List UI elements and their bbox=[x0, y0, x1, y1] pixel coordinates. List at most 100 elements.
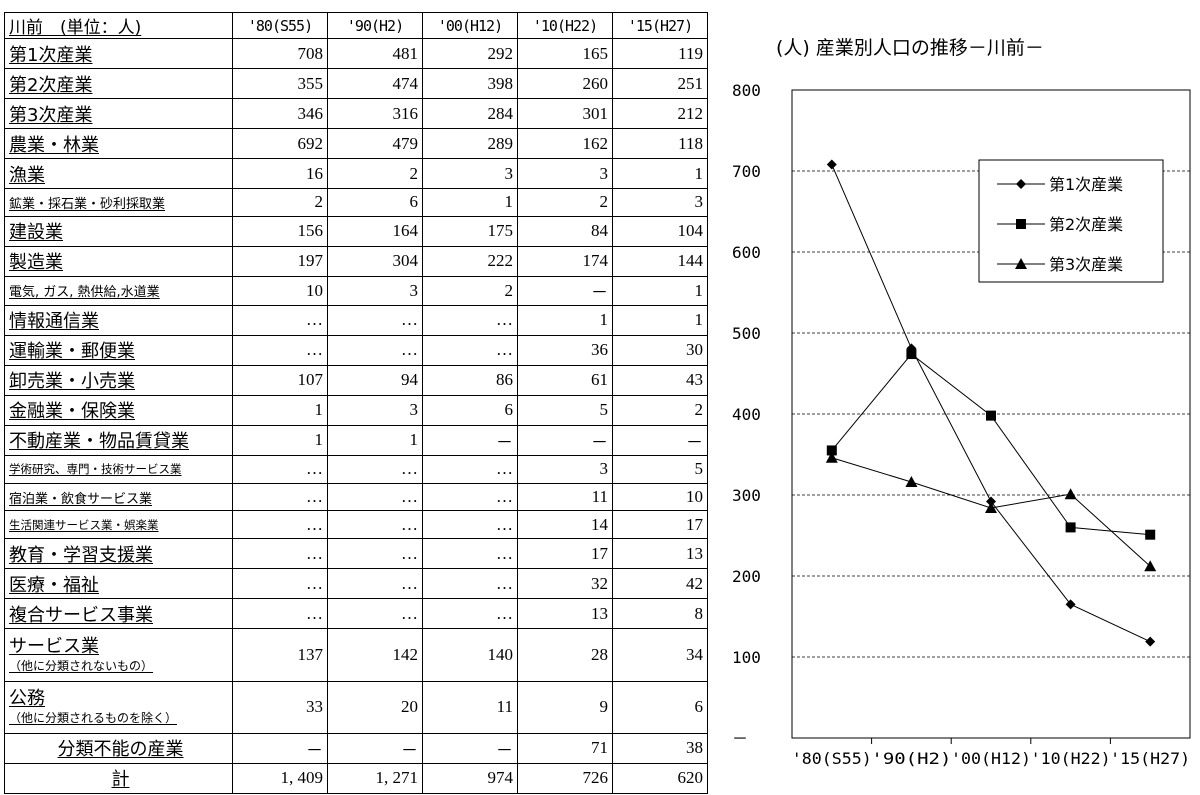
row-label: 第2次産業 bbox=[4, 68, 233, 100]
table-cell: 164 bbox=[327, 215, 423, 247]
table-cell: 1 bbox=[517, 304, 613, 336]
table-cell: … bbox=[232, 334, 328, 366]
table-row: 建設業 156 164 175 84 104 bbox=[4, 215, 708, 247]
table-cell: … bbox=[422, 334, 518, 366]
table-cell: 3 bbox=[327, 394, 423, 426]
year-header: '10(H22) bbox=[517, 12, 613, 39]
legend-marker bbox=[1015, 258, 1027, 269]
data-point bbox=[906, 349, 917, 360]
table-cell: 197 bbox=[232, 245, 328, 277]
year-header: '15(H27) bbox=[612, 12, 708, 39]
table-cell: 5 bbox=[612, 454, 708, 484]
data-point bbox=[1145, 529, 1156, 540]
row-label: 建設業 bbox=[4, 215, 233, 247]
table-cell: 251 bbox=[612, 68, 708, 100]
data-point bbox=[1065, 599, 1076, 610]
table-row: 宿泊業・飲食サービス業……… 11 10 bbox=[4, 482, 708, 512]
year-header: '00(H12) bbox=[422, 12, 518, 39]
table-cell: 692 bbox=[232, 128, 328, 160]
table-cell: 2 bbox=[517, 188, 613, 217]
table-cell: … bbox=[232, 538, 328, 570]
table-cell: 398 bbox=[422, 68, 518, 100]
row-label: 運輸業・郵便業 bbox=[4, 334, 233, 366]
table-cell: … bbox=[422, 598, 518, 630]
table-cell: 316 bbox=[327, 98, 423, 130]
table-cell: 222 bbox=[422, 245, 518, 277]
row-label: 学術研究、専門・技術サービス業 bbox=[4, 454, 233, 484]
table-cell: 1 bbox=[612, 158, 708, 190]
row-label: サービス業 （他に分類されないもの） bbox=[4, 628, 233, 682]
y-tick-label: 100 bbox=[732, 648, 761, 667]
row-label: 第3次産業 bbox=[4, 98, 233, 130]
table-cell: － bbox=[517, 424, 613, 456]
row-label: 計 bbox=[4, 762, 233, 795]
table-cell: … bbox=[327, 304, 423, 336]
table-cell: 11 bbox=[517, 482, 613, 512]
table-cell: 30 bbox=[612, 334, 708, 366]
row-label: 不動産業・物品賃貸業 bbox=[4, 424, 233, 456]
table-cell: 42 bbox=[612, 568, 708, 600]
table-cell: 726 bbox=[517, 762, 613, 795]
data-point bbox=[1064, 488, 1077, 500]
y-tick-label: 400 bbox=[732, 405, 761, 424]
table-cell: … bbox=[422, 454, 518, 484]
table-cell: － bbox=[232, 732, 328, 764]
table-cell: 289 bbox=[422, 128, 518, 160]
table-cell: 162 bbox=[517, 128, 613, 160]
legend-box bbox=[978, 159, 1164, 283]
table-cell: － bbox=[327, 732, 423, 764]
legend-marker bbox=[1016, 219, 1026, 229]
table-cell: 13 bbox=[517, 598, 613, 630]
row-label: 農業・林業 bbox=[4, 128, 233, 160]
row-label: 分類不能の産業 bbox=[4, 732, 233, 764]
table-row: 教育・学習支援業……… 17 13 bbox=[4, 538, 708, 570]
table-row: 鉱業・採石業・砂利採取業 2 6 1 2 3 bbox=[4, 188, 708, 217]
row-label: 金融業・保険業 bbox=[4, 394, 233, 426]
table-cell: 1, 409 bbox=[232, 762, 328, 795]
row-label: 製造業 bbox=[4, 245, 233, 277]
y-tick-label: 600 bbox=[732, 243, 761, 262]
table-cell: 974 bbox=[422, 762, 518, 795]
table-cell: … bbox=[327, 598, 423, 630]
table-cell: 1 bbox=[232, 394, 328, 426]
table-cell: 620 bbox=[612, 762, 708, 795]
table-cell: 140 bbox=[422, 628, 518, 682]
row-label: 卸売業・小売業 bbox=[4, 364, 233, 396]
table-row: 情報通信業……… 1 1 bbox=[4, 304, 708, 336]
table-cell: 20 bbox=[327, 680, 423, 734]
table-cell: 36 bbox=[517, 334, 613, 366]
table-cell: 474 bbox=[327, 68, 423, 100]
row-label: 教育・学習支援業 bbox=[4, 538, 233, 570]
row-label: 鉱業・採石業・砂利採取業 bbox=[4, 188, 233, 217]
table-cell: 61 bbox=[517, 364, 613, 396]
table-cell: 8 bbox=[612, 598, 708, 630]
table-row: 製造業 197 304 222 174 144 bbox=[4, 245, 708, 277]
table-cell: 481 bbox=[327, 37, 423, 70]
table-row: 卸売業・小売業 107 94 86 61 43 bbox=[4, 364, 708, 396]
table-cell: 165 bbox=[517, 37, 613, 70]
row-label: 第1次産業 bbox=[4, 37, 233, 70]
table-cell: 284 bbox=[422, 98, 518, 130]
table-cell: 355 bbox=[232, 68, 328, 100]
y-tick-label: － bbox=[732, 729, 748, 748]
table-row: 漁業 16 2 3 3 1 bbox=[4, 158, 708, 190]
year-header: '80(S55) bbox=[232, 12, 328, 39]
table-cell: 2 bbox=[232, 188, 328, 217]
x-tick-label: '00(H12) bbox=[951, 749, 1031, 768]
x-tick-label: '90(H2) bbox=[871, 749, 951, 768]
table-cell: 1 bbox=[612, 275, 708, 306]
row-label: 複合サービス事業 bbox=[4, 598, 233, 630]
table-cell: 5 bbox=[517, 394, 613, 426]
table-cell: 104 bbox=[612, 215, 708, 247]
table-cell: 174 bbox=[517, 245, 613, 277]
plot-frame bbox=[791, 89, 1191, 739]
table-cell: 6 bbox=[327, 188, 423, 217]
table-cell: … bbox=[422, 510, 518, 540]
table-cell: 1 bbox=[327, 424, 423, 456]
table-cell: 3 bbox=[517, 158, 613, 190]
year-header: '90(H2) bbox=[327, 12, 423, 39]
table-cell: 3 bbox=[327, 275, 423, 306]
table-cell: 292 bbox=[422, 37, 518, 70]
table-cell: … bbox=[232, 510, 328, 540]
table-cell: 137 bbox=[232, 628, 328, 682]
